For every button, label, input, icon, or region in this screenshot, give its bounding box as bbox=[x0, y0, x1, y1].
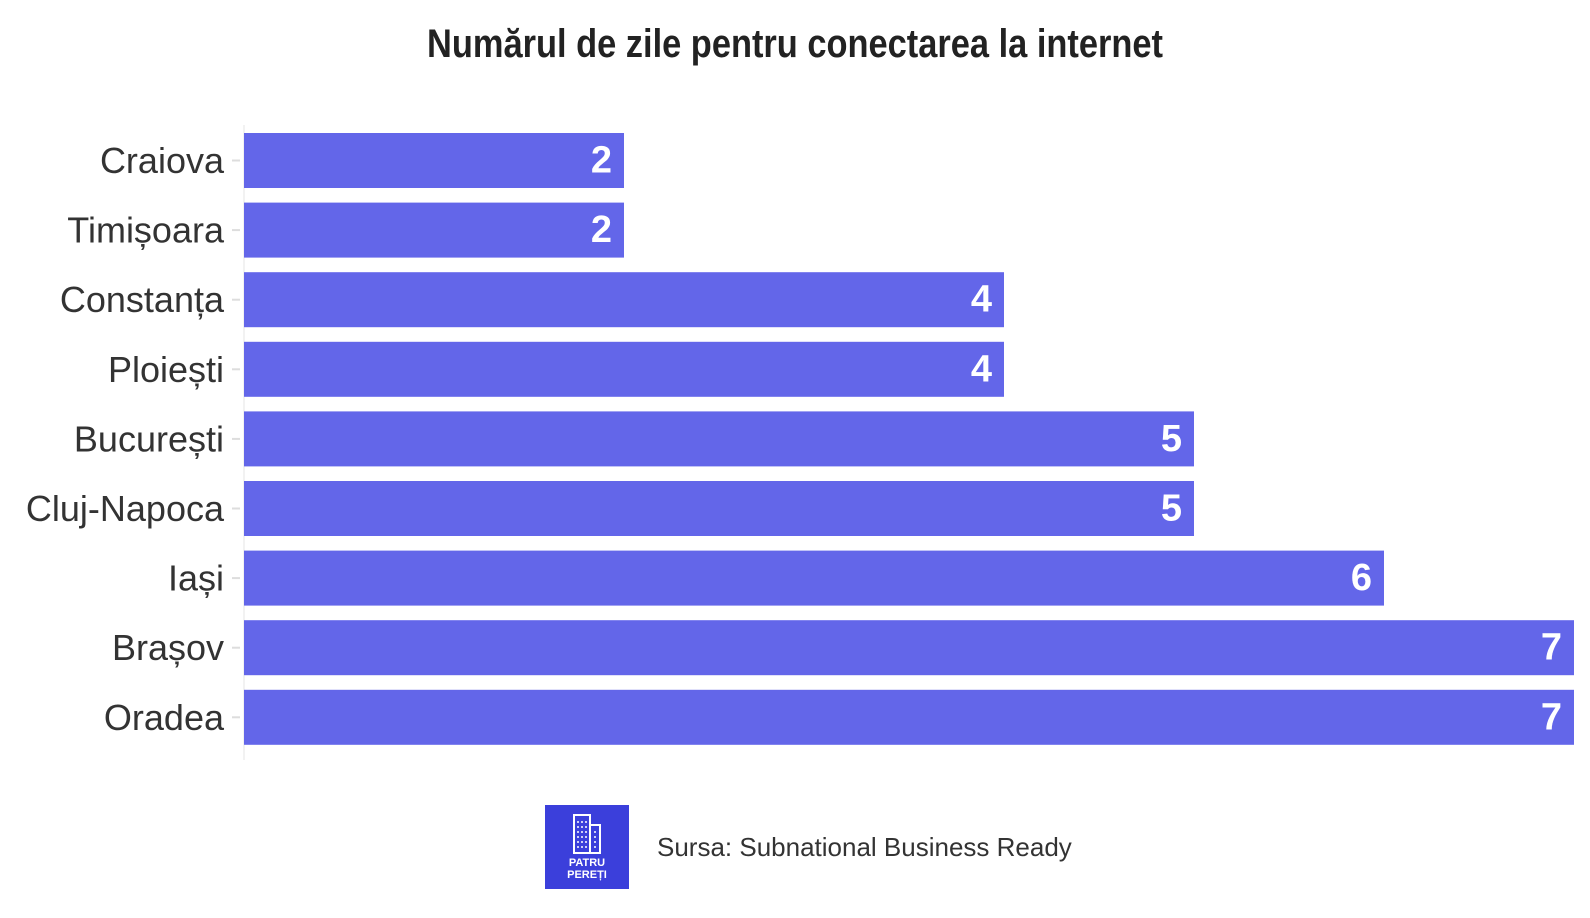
category-label-4: București bbox=[74, 418, 224, 459]
footer: PATRU PEREȚI Sursa: Subnational Business… bbox=[545, 805, 1072, 889]
category-label-8: Oradea bbox=[104, 697, 225, 738]
source-text: Sursa: Subnational Business Ready bbox=[657, 831, 1072, 862]
value-label-3: 4 bbox=[971, 348, 992, 390]
bar-5 bbox=[244, 481, 1194, 536]
logo-line-2: PEREȚI bbox=[567, 869, 607, 881]
bar-0 bbox=[244, 133, 624, 188]
value-label-1: 2 bbox=[591, 209, 612, 251]
bar-3 bbox=[244, 341, 1004, 397]
chart-title: Numărul de zile pentru conectarea la int… bbox=[427, 22, 1163, 66]
value-label-0: 2 bbox=[591, 140, 612, 182]
category-label-5: Cluj-Napoca bbox=[26, 488, 225, 529]
patru-pereti-logo: PATRU PEREȚI bbox=[545, 805, 629, 889]
category-label-7: Brașov bbox=[112, 627, 224, 668]
bar-chart: Craiova 2 Timișoara 2 Constanța 4 Ploiești 4 Buc… bbox=[26, 125, 1574, 760]
bar-7 bbox=[244, 620, 1574, 676]
category-label-0: Craiova bbox=[100, 140, 225, 181]
bar-6 bbox=[244, 550, 1384, 606]
bar-1 bbox=[244, 202, 624, 258]
building-icon bbox=[573, 814, 601, 854]
value-label-2: 4 bbox=[971, 279, 992, 321]
bar-8 bbox=[244, 689, 1574, 745]
value-label-7: 7 bbox=[1541, 627, 1562, 669]
value-label-5: 5 bbox=[1161, 488, 1182, 530]
category-label-6: Iași bbox=[168, 558, 224, 599]
category-label-1: Timișoara bbox=[67, 210, 225, 251]
value-label-6: 6 bbox=[1351, 557, 1372, 599]
category-label-2: Constanța bbox=[60, 279, 225, 320]
value-label-4: 5 bbox=[1161, 418, 1182, 460]
bar-4 bbox=[244, 411, 1194, 467]
value-label-8: 7 bbox=[1541, 696, 1562, 738]
bar-2 bbox=[244, 272, 1004, 328]
category-label-3: Ploiești bbox=[108, 349, 224, 390]
logo-line-1: PATRU bbox=[568, 857, 606, 869]
